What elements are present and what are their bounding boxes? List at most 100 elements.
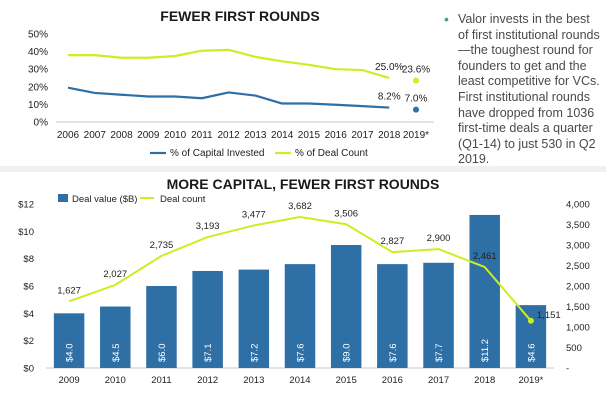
right-tick-label: 3,500 [566,220,590,231]
x-tick-label: 2009 [59,375,80,386]
legend-swatch-deal-value [58,194,68,202]
x-tick-label: 2019* [518,375,543,386]
x-tick-label: 2012 [217,130,240,141]
x-tick-label: 2015 [336,375,357,386]
panel-divider [0,166,606,172]
x-tick-label: 2014 [271,130,294,141]
left-tick-label: $0 [23,364,34,375]
x-tick-label: 2017 [428,375,449,386]
left-tick-label: $12 [18,200,34,211]
x-tick-label: 2016 [382,375,403,386]
data-label: 25.0% [375,62,403,73]
deal-count-label: 2,735 [150,240,174,251]
bar-value-label: $4.5 [111,344,122,363]
bar-value-label: $6.0 [157,344,168,363]
deal-count-label: 1,151 [537,310,561,321]
bar [515,305,547,368]
right-tick-label: 3,000 [566,241,590,252]
bar [330,245,362,368]
deal-count-label: 2,027 [103,269,127,280]
chart2-title: MORE CAPITAL, FEWER FIRST ROUNDS [166,176,440,192]
series-end-point-1 [413,77,419,84]
deal-count-label: 1,627 [57,285,81,296]
bar [284,264,316,368]
left-tick-label: $10 [18,227,34,238]
x-tick-label: 2015 [298,130,321,141]
x-tick-label: 2006 [57,130,80,141]
bar-value-label: $7.1 [203,344,214,363]
right-tick-label: 2,500 [566,261,590,272]
x-tick-label: 2013 [243,375,264,386]
legend-label-deal-value: Deal value ($B) [72,194,137,205]
x-tick-label: 2010 [105,375,126,386]
left-tick-label: $8 [23,254,34,265]
data-label: 7.0% [405,94,428,105]
data-label: 8.2% [378,92,401,103]
y-tick-label: 10% [28,100,48,111]
right-tick-label: 1,500 [566,302,590,313]
note-bullet: • [444,11,449,27]
deal-count-end-point [527,317,534,324]
x-tick-label: 2011 [151,375,171,386]
bar-value-label: $9.0 [342,344,353,363]
x-tick-label: 2018 [474,375,495,386]
y-tick-label: 20% [28,82,48,93]
chart2-more-capital: $0 $2 $4 $6 $8 $10 $12 - 500 1,000 1,500 2,000 2,500… [18,194,590,386]
x-tick-label: 2017 [351,130,374,141]
right-tick-label: - [566,364,569,375]
data-label: 23.6% [402,64,430,75]
chart1-fewer-first-rounds: 0% 10% 20% 30% 40% 50% 2006 2007 2008 2009 2010 201… [28,30,434,159]
deal-count-label: 3,682 [288,201,312,212]
deal-count-line [68,216,532,322]
deal-count-label: 3,193 [196,221,220,232]
left-tick-label: $2 [23,336,34,347]
x-tick-label: 2008 [110,130,133,141]
bar-value-label: $7.7 [434,344,445,363]
note-panel: • Valor invests in the best of first ins… [444,11,600,168]
x-tick-label: 2009 [137,130,160,141]
bar [192,270,223,368]
bar-value-label: $7.2 [249,344,260,363]
x-tick-label: 2013 [244,130,267,141]
legend-label-0: % of Capital Invested [170,148,265,159]
x-tick-label: 2018 [378,130,401,141]
bar-value-label: $11.2 [480,339,491,362]
deal-count-label: 3,506 [334,208,358,219]
top-panel [0,0,606,168]
deal-count-label: 2,461 [473,251,497,262]
legend-label-deal-count: Deal count [160,194,206,205]
chart1-title: FEWER FIRST ROUNDS [160,8,320,24]
note-text: Valor invests in the best of first insti… [458,12,600,167]
y-tick-label: 50% [28,30,48,41]
right-tick-label: 2,000 [566,282,590,293]
y-tick-label: 30% [28,65,48,76]
bar [423,262,454,368]
left-tick-label: $6 [23,282,34,293]
series-end-point-0 [413,106,419,113]
x-tick-label: 2011 [191,130,213,141]
series-line-0 [67,86,390,109]
bar [146,286,177,368]
x-tick-label: 2019* [403,130,429,141]
bar [238,269,270,368]
bar [377,264,408,368]
right-tick-label: 500 [566,343,582,354]
bar-value-label: $4.0 [65,344,76,363]
x-tick-label: 2010 [164,130,187,141]
right-tick-label: 4,000 [566,200,590,211]
y-tick-label: 0% [34,118,49,129]
left-tick-label: $4 [23,309,34,320]
y-tick-label: 40% [28,47,48,58]
legend-label-1: % of Deal Count [295,148,368,159]
series-line-1 [68,48,390,80]
x-tick-label: 2007 [84,130,107,141]
deal-count-label: 3,477 [242,209,266,220]
deal-count-label: 2,900 [427,233,451,244]
x-tick-label: 2012 [197,375,218,386]
bar-value-label: $4.6 [526,344,537,363]
bar [469,214,500,368]
right-tick-label: 1,000 [566,323,590,334]
bar-value-label: $7.6 [388,344,399,363]
x-tick-label: 2016 [325,130,348,141]
